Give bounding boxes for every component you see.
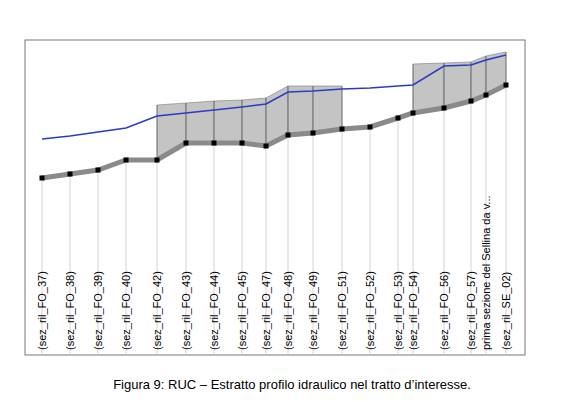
water-line (42, 55, 506, 139)
bed-marker (68, 172, 73, 177)
frame (25, 40, 525, 355)
tick-label: (sez_ril_FO_38) (64, 271, 76, 350)
tick-label: (sez_ril_FO_37) (36, 271, 48, 350)
bed-marker (40, 176, 45, 181)
structure-area (288, 86, 313, 135)
structure-edge (266, 98, 267, 146)
tick-label: (sez_ril_SE_02) (500, 272, 512, 350)
tick-label: (sez_ril_FO_44) (208, 271, 220, 350)
structure-edge (413, 64, 414, 113)
structure-edge (471, 62, 472, 101)
caption: Figura 9: RUC – Estratto profilo idrauli… (113, 377, 471, 392)
structure-edge (506, 52, 507, 85)
structure-area (413, 63, 444, 113)
bed-marker (184, 141, 189, 146)
bed-marker (484, 93, 489, 98)
bed-marker (442, 106, 447, 111)
tick-label: (sez_ril_FO_57) (465, 271, 477, 350)
structure-area (214, 100, 242, 143)
plot-area (40, 52, 509, 181)
tick-label: (sez_ril_FO_49) (307, 271, 319, 350)
bed-marker (469, 99, 474, 104)
tick-label: (sez_ril_FO_54) (407, 271, 419, 350)
bed-marker (368, 125, 373, 130)
structure-edge (214, 101, 215, 143)
tick-label: (sez_ril_FO_51) (336, 271, 348, 350)
bed-marker (411, 111, 416, 116)
bed-marker (240, 141, 245, 146)
bed-marker (311, 131, 316, 136)
tick-label: (sez_ril_FO_39) (92, 271, 104, 350)
bed-marker (124, 158, 129, 163)
tick-label: (sez_ril_FO_42) (151, 271, 163, 350)
bed-marker (155, 158, 160, 163)
tick-label: (sez_ril_FO_45) (236, 271, 248, 350)
tick-label: (sez_ril_FO_43) (180, 271, 192, 350)
tick-label: prima sezione del Sellina da v... (480, 196, 492, 351)
chart: (sez_ril_FO_37) (sez_ril_FO_38) (sez_ril_F… (0, 0, 585, 402)
tick-label: (sez_ril_FO_52) (364, 271, 376, 350)
bed-marker (396, 116, 401, 121)
structure-edge (444, 63, 445, 108)
bed-marker (340, 127, 345, 132)
bed-marker (96, 168, 101, 173)
structure-area (313, 86, 342, 133)
structure-area (186, 101, 214, 143)
structure-edge (157, 105, 158, 160)
tick-label: (sez_ril_FO_53) (392, 271, 404, 350)
tick-label: (sez_ril_FO_47) (260, 271, 272, 350)
structure-edge (186, 103, 187, 143)
tick-label: (sez_ril_FO_40) (120, 271, 132, 350)
bed-marker (212, 141, 217, 146)
structure-edge (342, 86, 343, 129)
structure-edge (313, 86, 314, 133)
bed-marker (504, 83, 509, 88)
tick-label: (sez_ril_FO_56) (438, 271, 450, 350)
bed-marker (286, 133, 291, 138)
structure-edge (486, 56, 487, 95)
tick-label: (sez_ril_FO_48) (282, 271, 294, 350)
bed-marker (264, 144, 269, 149)
structure-edge (288, 86, 289, 135)
